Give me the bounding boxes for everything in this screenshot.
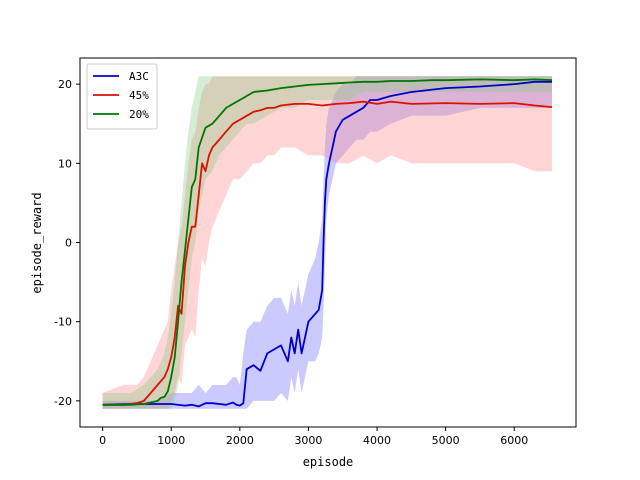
- y-tick-label: -20: [54, 395, 72, 408]
- x-tick-label: 6000: [500, 434, 528, 447]
- legend: A3C 45% 20%: [86, 63, 158, 130]
- series-line-2: [102, 78, 553, 406]
- x-tick-label: 1000: [157, 434, 185, 447]
- x-tick-label: 4000: [363, 434, 391, 447]
- x-tick-label: 5000: [432, 434, 460, 447]
- y-tick-label: 10: [58, 157, 72, 170]
- x-axis-label: episode: [303, 455, 354, 469]
- legend-label: 45%: [129, 89, 149, 102]
- band-2: [102, 76, 552, 409]
- series-line-0: [102, 80, 552, 408]
- legend-label: A3C: [129, 70, 149, 83]
- x-tick-label: 3000: [294, 434, 322, 447]
- y-axis-label: episode_reward: [30, 192, 44, 293]
- series-lines: [102, 78, 553, 408]
- y-tick-label: 20: [58, 78, 72, 91]
- y-tick-label: -10: [54, 316, 72, 329]
- legend-label: 20%: [129, 108, 149, 121]
- y-axis: -20 -10 0 10 20: [54, 78, 80, 408]
- band-0: [102, 76, 552, 409]
- confidence-bands: [102, 76, 552, 409]
- y-tick-label: 0: [65, 237, 72, 250]
- legend-box: [86, 63, 158, 130]
- x-tick-label: 0: [99, 434, 106, 447]
- x-axis: 0 1000 2000 3000 4000 5000 6000: [99, 427, 528, 447]
- band-1: [102, 76, 552, 409]
- x-tick-label: 2000: [226, 434, 254, 447]
- series-line-1: [102, 100, 553, 406]
